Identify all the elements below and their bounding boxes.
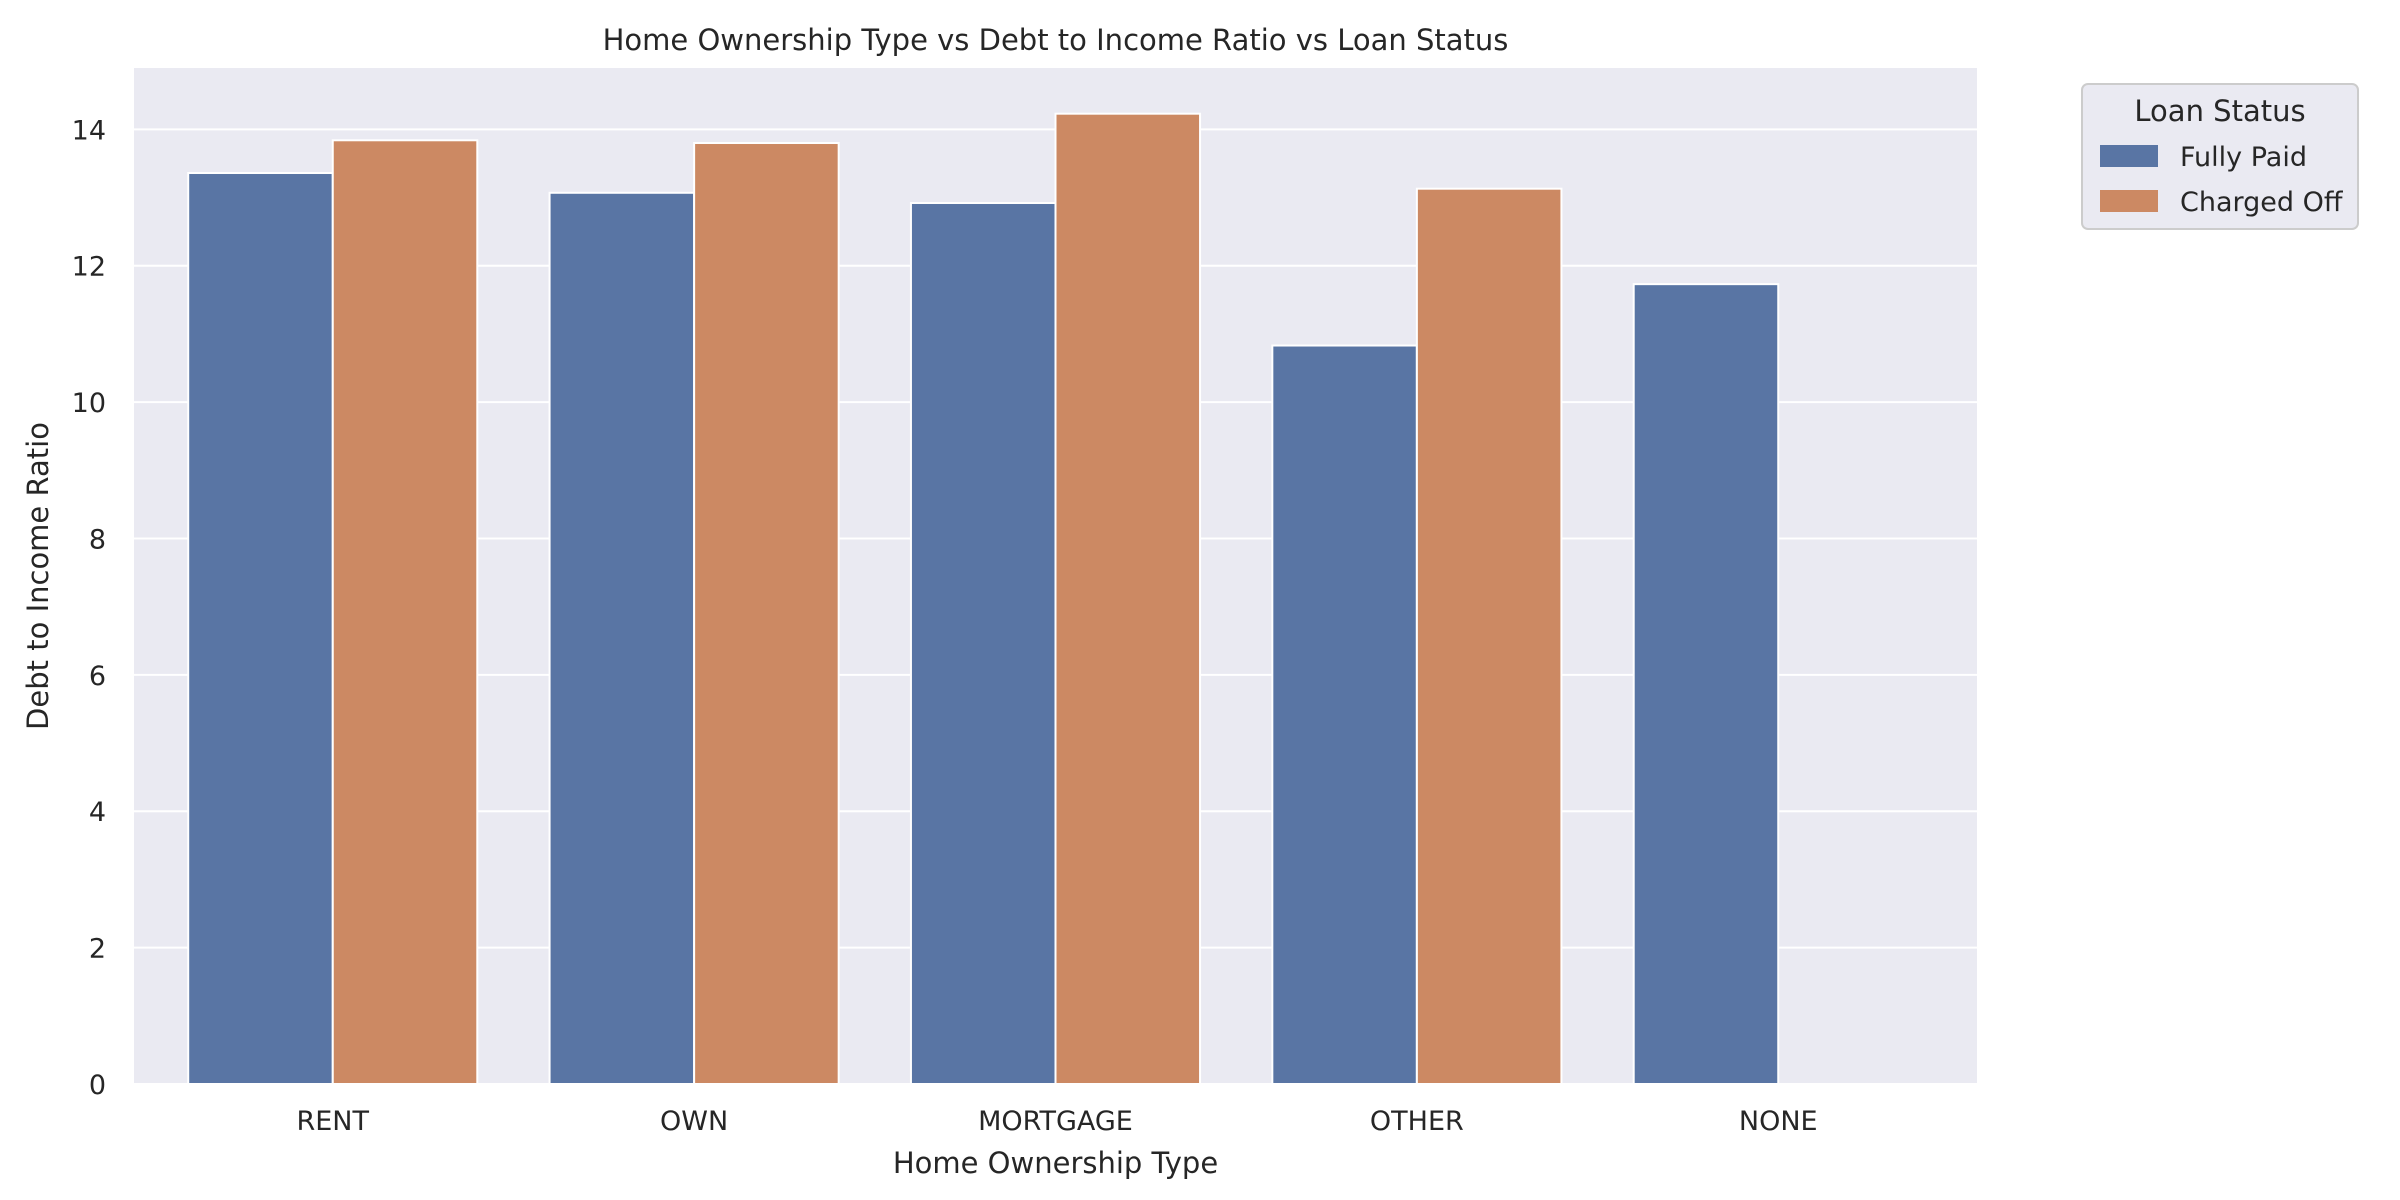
y-tick-label: 6: [89, 661, 106, 692]
legend-items: Fully Paid Charged Off: [2100, 142, 2344, 218]
bars: [187, 112, 1780, 1086]
bar-other-charged-off: [1415, 187, 1563, 1085]
bar-rent-charged-off: [331, 139, 479, 1086]
bar-rent-fully-paid: [187, 172, 334, 1085]
legend-title: Loan Status: [2134, 94, 2305, 128]
bar-mortgage-charged-off: [1054, 112, 1202, 1085]
bar-mortgage-fully-paid: [909, 202, 1057, 1085]
x-tick-label: OWN: [660, 1106, 728, 1137]
chart-title: Home Ownership Type vs Debt to Income Ra…: [603, 23, 1509, 57]
y-axis-label: Debt to Income Ratio: [21, 422, 55, 730]
legend-swatch-fully-paid: [2100, 145, 2158, 167]
x-axis-label: Home Ownership Type: [893, 1146, 1218, 1180]
y-tick-label: 10: [72, 388, 106, 419]
bar-own-charged-off: [693, 142, 840, 1085]
y-tick-label: 2: [89, 934, 106, 965]
x-tick-label: RENT: [296, 1106, 369, 1137]
y-tick-label: 14: [72, 115, 106, 146]
x-tick-label: NONE: [1739, 1106, 1818, 1137]
legend-label: Fully Paid: [2180, 142, 2307, 173]
y-tick-label: 0: [89, 1070, 106, 1101]
x-axis-ticks: RENT OWN MORTGAGE OTHER NONE: [296, 1106, 1817, 1137]
y-axis-ticks: 0 2 4 6 8 10 12 14: [72, 115, 106, 1101]
bar-other-fully-paid: [1271, 344, 1418, 1085]
bar-none-fully-paid: [1632, 283, 1780, 1085]
y-tick-label: 4: [89, 797, 106, 828]
x-tick-label: OTHER: [1370, 1106, 1464, 1137]
legend-swatch-charged-off: [2100, 190, 2158, 212]
y-tick-label: 12: [72, 252, 106, 283]
x-tick-label: MORTGAGE: [978, 1106, 1133, 1137]
bar-own-fully-paid: [548, 191, 696, 1086]
legend-label: Charged Off: [2180, 187, 2344, 218]
legend: Loan Status Fully Paid Charged Off: [2081, 83, 2359, 230]
y-tick-label: 8: [89, 524, 106, 555]
